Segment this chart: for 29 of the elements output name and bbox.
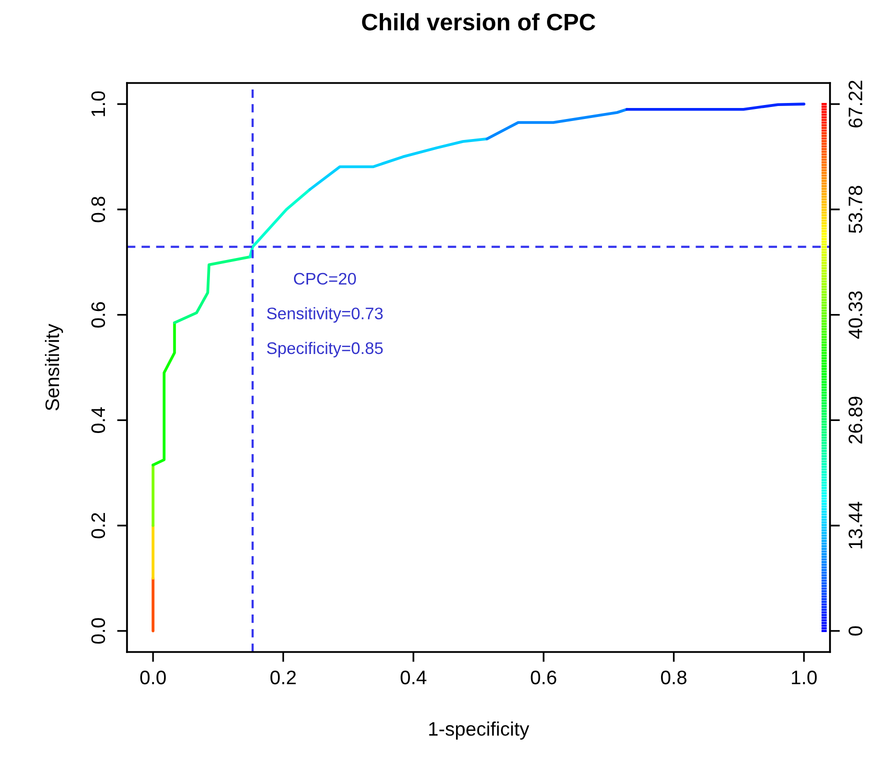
x-tick-label: 0.2 (270, 670, 296, 684)
x-tick-label: 0.6 (530, 670, 556, 684)
x-tick-label: 0.4 (400, 670, 426, 684)
x-axis-title: 1-specificity (429, 722, 530, 740)
y2-tick-label: 26.89 (848, 396, 862, 444)
y-tick-label: 0.8 (91, 196, 106, 222)
y-tick-label: 0.6 (91, 302, 106, 328)
line-series (248, 188, 312, 258)
y-tick-label: 0.0 (91, 618, 106, 644)
x-tick-label: 0.0 (140, 670, 166, 684)
annotation: CPC=20 (294, 272, 356, 285)
y2-tick-label: 53.78 (848, 186, 862, 233)
y-tick-label: 0.2 (91, 513, 106, 538)
y-tick-label: 0.4 (91, 407, 106, 433)
chart-title: Child version of CPC (362, 13, 596, 30)
y-axis-title: Sensitivity (44, 324, 64, 410)
y2-tick-label: 0 (848, 626, 862, 636)
y2-tick-label: 40.33 (848, 291, 862, 339)
line-series (152, 321, 176, 466)
line-series (173, 255, 252, 324)
line-series (486, 108, 628, 140)
y2-tick-label: 67.22 (848, 80, 862, 128)
x-tick-label: 0.8 (661, 670, 686, 684)
annotation: Sensitivity=0.73 (267, 307, 383, 323)
y2-tick-label: 13.44 (848, 502, 862, 548)
annotation: Specificity=0.85 (267, 342, 383, 358)
x-tick-label: 1.0 (792, 670, 817, 684)
y-tick-label: 1.0 (91, 91, 106, 116)
line-series (308, 137, 488, 191)
